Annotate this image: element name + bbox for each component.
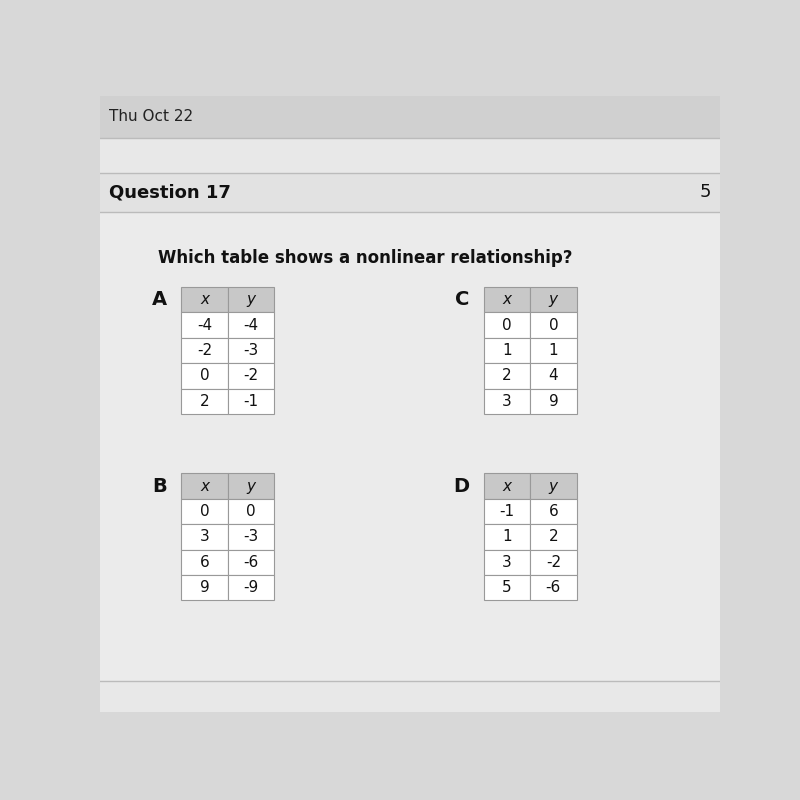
Bar — [100, 211, 720, 681]
Bar — [182, 524, 228, 550]
Bar — [484, 524, 530, 550]
Bar — [530, 524, 577, 550]
Bar — [228, 287, 274, 312]
Bar — [100, 138, 720, 173]
Text: 0: 0 — [549, 318, 558, 333]
Text: y: y — [246, 478, 256, 494]
Text: y: y — [549, 292, 558, 307]
Text: -9: -9 — [243, 580, 258, 595]
Text: -2: -2 — [243, 368, 258, 383]
Text: 3: 3 — [502, 394, 512, 409]
Bar — [182, 498, 228, 524]
Text: y: y — [549, 478, 558, 494]
Text: 9: 9 — [549, 394, 558, 409]
Text: 2: 2 — [502, 368, 512, 383]
Bar — [182, 389, 228, 414]
Bar — [484, 498, 530, 524]
Text: -1: -1 — [499, 504, 514, 519]
Text: -4: -4 — [197, 318, 212, 333]
Text: 6: 6 — [200, 554, 210, 570]
Text: x: x — [502, 292, 511, 307]
Bar — [484, 575, 530, 600]
Bar — [228, 338, 274, 363]
Bar — [530, 338, 577, 363]
Text: A: A — [152, 290, 167, 309]
Bar — [228, 524, 274, 550]
Text: B: B — [153, 477, 167, 495]
Bar — [530, 287, 577, 312]
Bar — [228, 389, 274, 414]
Bar — [182, 312, 228, 338]
Text: -4: -4 — [243, 318, 258, 333]
Bar — [100, 682, 720, 712]
Bar — [228, 575, 274, 600]
Bar — [228, 498, 274, 524]
Text: 3: 3 — [200, 530, 210, 544]
Text: 1: 1 — [502, 530, 512, 544]
Bar — [100, 96, 720, 138]
Text: Question 17: Question 17 — [110, 183, 231, 202]
Bar — [182, 474, 228, 498]
Text: 5: 5 — [699, 183, 710, 202]
Bar — [484, 287, 530, 312]
Bar — [100, 173, 720, 211]
Bar — [530, 389, 577, 414]
Text: x: x — [502, 478, 511, 494]
Text: 1: 1 — [549, 343, 558, 358]
Text: 2: 2 — [549, 530, 558, 544]
Bar — [484, 474, 530, 498]
Text: Which table shows a nonlinear relationship?: Which table shows a nonlinear relationsh… — [158, 249, 573, 266]
Bar — [228, 474, 274, 498]
Bar — [530, 498, 577, 524]
Text: -3: -3 — [243, 343, 258, 358]
Bar — [530, 550, 577, 575]
Text: y: y — [246, 292, 256, 307]
Bar — [182, 550, 228, 575]
Bar — [484, 550, 530, 575]
Text: x: x — [200, 478, 209, 494]
Bar — [484, 338, 530, 363]
Text: -6: -6 — [546, 580, 561, 595]
Bar — [484, 312, 530, 338]
Text: -1: -1 — [243, 394, 258, 409]
Text: 9: 9 — [200, 580, 210, 595]
Text: 3: 3 — [502, 554, 512, 570]
Bar — [484, 389, 530, 414]
Text: 0: 0 — [502, 318, 512, 333]
Bar — [530, 575, 577, 600]
Text: -2: -2 — [197, 343, 212, 358]
Text: 1: 1 — [502, 343, 512, 358]
Text: -2: -2 — [546, 554, 561, 570]
Text: D: D — [454, 477, 470, 495]
Text: 4: 4 — [549, 368, 558, 383]
Bar — [530, 474, 577, 498]
Text: -3: -3 — [243, 530, 258, 544]
Bar — [484, 363, 530, 389]
Bar — [182, 575, 228, 600]
Bar — [530, 312, 577, 338]
Text: 6: 6 — [549, 504, 558, 519]
Bar — [530, 363, 577, 389]
Bar — [228, 363, 274, 389]
Bar — [182, 338, 228, 363]
Text: -6: -6 — [243, 554, 258, 570]
Text: x: x — [200, 292, 209, 307]
Text: C: C — [455, 290, 470, 309]
Bar — [228, 550, 274, 575]
Text: 0: 0 — [246, 504, 256, 519]
Text: 0: 0 — [200, 504, 210, 519]
Text: 0: 0 — [200, 368, 210, 383]
Bar — [182, 363, 228, 389]
Text: 2: 2 — [200, 394, 210, 409]
Bar — [228, 312, 274, 338]
Text: Thu Oct 22: Thu Oct 22 — [110, 110, 194, 124]
Bar — [182, 287, 228, 312]
Text: 5: 5 — [502, 580, 512, 595]
